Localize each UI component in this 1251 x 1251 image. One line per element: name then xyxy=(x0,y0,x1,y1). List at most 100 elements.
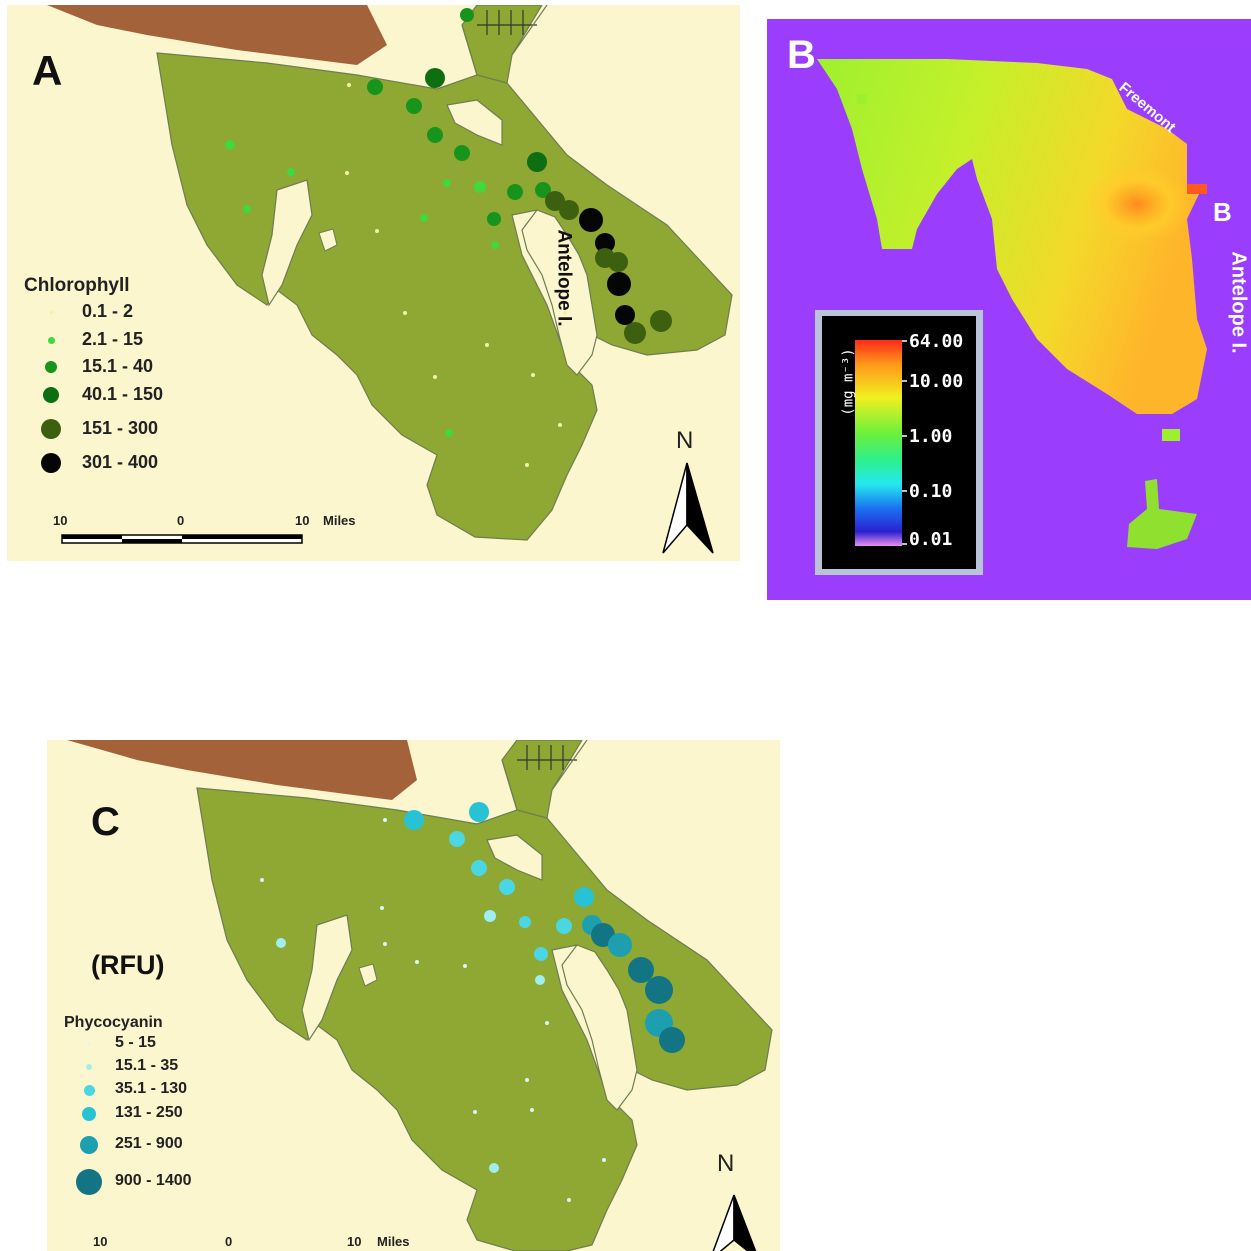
phycocyanin-legend-swatch xyxy=(76,1169,102,1195)
scale-label-left-c: 10 xyxy=(93,1234,108,1249)
panel-b-label-left: B xyxy=(787,33,816,77)
sample-point xyxy=(499,879,515,895)
phycocyanin-legend-label: 251 - 900 xyxy=(115,1135,183,1153)
sample-point xyxy=(645,976,673,1004)
panel-b-label-right: B xyxy=(1213,197,1232,227)
phycocyanin-legend-swatch xyxy=(80,1136,98,1154)
sample-point xyxy=(243,205,251,213)
sample-point xyxy=(427,127,443,143)
chlorophyll-legend-swatch xyxy=(47,336,55,344)
phycocyanin-legend-swatch xyxy=(87,1042,91,1046)
sample-point xyxy=(449,831,465,847)
sample-point xyxy=(579,208,603,232)
sample-point xyxy=(406,98,422,114)
sample-point xyxy=(454,145,470,161)
chlorophyll-legend-swatch xyxy=(41,453,61,473)
colorbar-unit-label: (mg m⁻³) xyxy=(840,348,857,416)
chlorophyll-legend-label: 0.1 - 2 xyxy=(82,300,134,321)
sample-point xyxy=(607,272,631,296)
chlorophyll-hotspot xyxy=(1082,164,1192,244)
panel-c-label: C xyxy=(91,800,120,844)
scale-label-unit-c: Miles xyxy=(377,1234,410,1249)
panel-a-label: A xyxy=(32,47,63,94)
mountain-region-c xyxy=(67,740,417,800)
sample-point xyxy=(484,910,496,922)
sample-point xyxy=(489,1163,499,1173)
sample-point xyxy=(535,182,551,198)
scale-label-mid: 0 xyxy=(177,513,185,528)
sample-point xyxy=(624,322,646,344)
phycocyanin-sample-points xyxy=(260,802,685,1202)
chlorophyll-legend-label: 40.1 - 150 xyxy=(82,383,164,404)
sample-point xyxy=(367,79,383,95)
phycocyanin-legend-label: 900 - 1400 xyxy=(115,1172,192,1190)
legend-title: Chlorophyll xyxy=(24,275,130,296)
sample-point xyxy=(527,152,547,172)
sample-point xyxy=(487,212,501,226)
sample-point xyxy=(615,305,635,325)
phycocyanin-legend-swatch xyxy=(86,1064,92,1070)
rfu-unit-label: (RFU) xyxy=(91,950,165,980)
panel-b-map-svg xyxy=(815,59,1207,575)
sample-point xyxy=(347,83,351,87)
chlorophyll-legend-swatch xyxy=(45,361,57,373)
panel-b-satellite-map: B B Freemont Antelope I. (mg m⁻³) 64.00 … xyxy=(767,19,1251,600)
sample-point xyxy=(531,373,535,377)
antelope-island-label-b: Antelope I. xyxy=(1227,251,1250,354)
chlorophyll-legend-swatch xyxy=(43,387,59,403)
sample-point xyxy=(525,1078,529,1082)
small-island-c xyxy=(486,834,543,881)
lake-water-c xyxy=(196,740,773,1251)
scale-bar xyxy=(61,534,303,544)
phycocyanin-legend-swatch xyxy=(82,1107,96,1121)
sample-point xyxy=(567,1198,571,1202)
chlorophyll-legend-label: 151 - 300 xyxy=(82,417,159,438)
small-island-2-c xyxy=(358,963,378,987)
sample-point xyxy=(469,802,489,822)
sample-point xyxy=(345,171,349,175)
sample-point xyxy=(556,918,572,934)
phycocyanin-legend-swatch xyxy=(83,1084,95,1096)
sample-point xyxy=(225,140,235,150)
phycocyanin-legend-label: 131 - 250 xyxy=(115,1104,183,1122)
sample-point xyxy=(260,878,264,882)
sample-point xyxy=(425,68,445,88)
chlorophyll-legend-swatch xyxy=(49,310,53,314)
scale-label-right: 10 xyxy=(295,513,310,528)
north-label-c: N xyxy=(717,1150,735,1177)
colorbar-tick-64: 64.00 xyxy=(909,331,964,352)
sample-point xyxy=(525,463,529,467)
colorbar-tick-marks xyxy=(902,340,907,545)
panel-c-map-svg xyxy=(67,740,773,1251)
sample-point xyxy=(602,1158,606,1162)
small-island xyxy=(446,99,503,146)
sample-point xyxy=(420,214,428,222)
sample-point xyxy=(535,975,545,985)
colorbar-tick-0-1: 0.10 xyxy=(909,481,953,502)
sample-point xyxy=(659,1027,685,1053)
north-label: N xyxy=(676,427,694,454)
causeway-line-c xyxy=(517,745,577,770)
sample-point xyxy=(463,964,467,968)
chlorophyll-legend-label: 2.1 - 15 xyxy=(82,328,144,349)
chlorophyll-legend-label: 301 - 400 xyxy=(82,451,159,472)
sample-point xyxy=(650,310,672,332)
promontory-peninsula xyxy=(261,179,313,307)
causeway-line xyxy=(477,10,537,35)
north-arrow-icon-c xyxy=(712,1194,757,1251)
panel-a-chlorophyll-map: A Antelope I. Chlorophyll 0.1 - 2 2.1 - 1… xyxy=(7,5,740,561)
sample-point xyxy=(403,311,407,315)
sample-point xyxy=(608,933,632,957)
antelope-island xyxy=(521,209,598,376)
antelope-island-c xyxy=(561,944,638,1111)
colorbar-tick-10: 10.00 xyxy=(909,371,964,392)
sample-point xyxy=(595,233,615,253)
promontory-peninsula-c xyxy=(301,914,353,1042)
sample-point xyxy=(473,1110,477,1114)
sample-point xyxy=(474,181,486,193)
sample-point xyxy=(375,229,379,233)
colorbar-tick-0-01: 0.01 xyxy=(909,529,953,550)
phycocyanin-legend-label: 35.1 - 130 xyxy=(115,1080,188,1098)
sample-point xyxy=(530,1108,534,1112)
colorbar-gradient xyxy=(855,340,902,546)
